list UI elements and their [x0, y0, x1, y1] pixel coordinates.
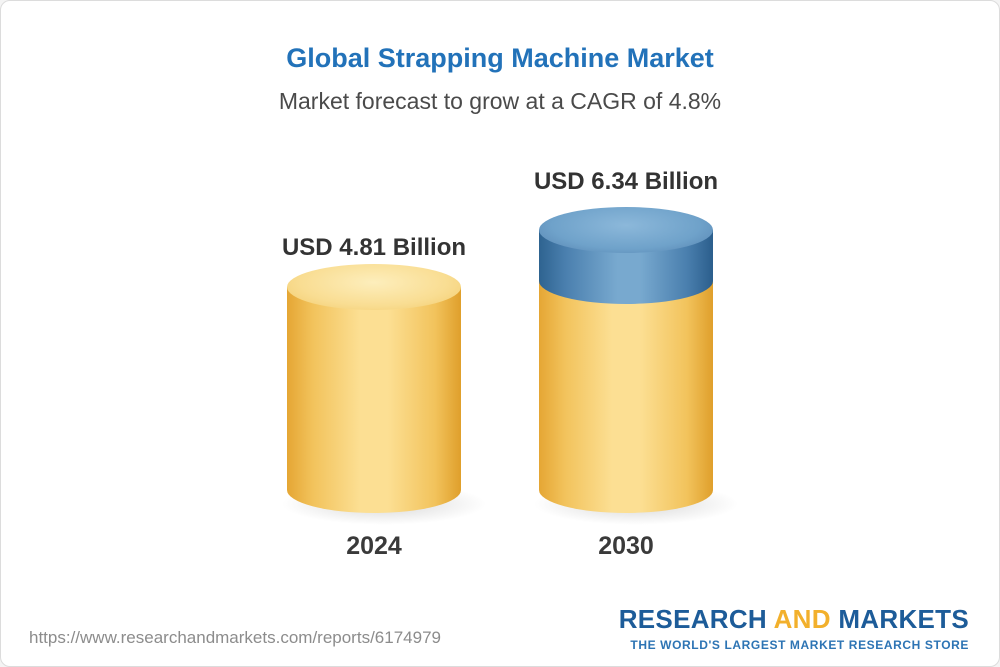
x-axis-label-2024: 2024: [346, 532, 402, 560]
bar-2030-cylinder: [533, 207, 739, 525]
report-url-link[interactable]: https://www.researchandmarkets.com/repor…: [29, 628, 441, 647]
bar-2024-cylinder: [281, 264, 487, 525]
logo-tagline: THE WORLD'S LARGEST MARKET RESEARCH STOR…: [630, 638, 969, 652]
bar-2030-top: [539, 207, 713, 253]
logo-word-markets: MARKETS: [838, 604, 969, 634]
logo-word-research: RESEARCH: [618, 604, 768, 634]
bar-2024-body: [287, 287, 461, 513]
research-and-markets-logo: RESEARCH AND MARKETS THE WORLD'S LARGEST…: [619, 604, 969, 652]
x-axis-label-2030: 2030: [598, 532, 654, 560]
value-label-2030: USD 6.34 Billion: [533, 168, 719, 195]
bar-2024-top: [287, 264, 461, 310]
value-label-2024: USD 4.81 Billion: [281, 234, 467, 261]
logo-word-and: AND: [773, 604, 831, 634]
chart-title: Global Strapping Machine Market: [286, 43, 714, 73]
logo-wordmark: RESEARCH AND MARKETS: [619, 604, 969, 635]
chart-subtitle: Market forecast to grow at a CAGR of 4.8…: [278, 88, 722, 114]
